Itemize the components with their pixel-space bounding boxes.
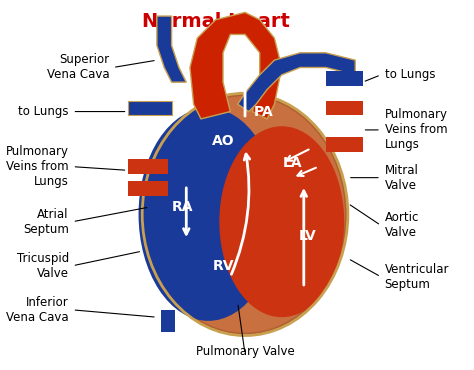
Text: Aortic
Valve: Aortic Valve xyxy=(384,211,419,239)
Text: Inferior
Vena Cava: Inferior Vena Cava xyxy=(6,296,69,324)
Text: Pulmonary
Veins from
Lungs: Pulmonary Veins from Lungs xyxy=(6,145,69,188)
Text: Superior
Vena Cava: Superior Vena Cava xyxy=(46,54,109,81)
Text: Tricuspid
Valve: Tricuspid Valve xyxy=(17,252,69,280)
Polygon shape xyxy=(157,16,186,82)
Text: Pulmonary Valve: Pulmonary Valve xyxy=(196,344,294,357)
Polygon shape xyxy=(326,101,363,115)
Text: LA: LA xyxy=(283,156,302,170)
Text: Ventricular
Septum: Ventricular Septum xyxy=(384,263,449,291)
Text: RA: RA xyxy=(172,200,193,214)
Polygon shape xyxy=(237,53,355,112)
Text: RV: RV xyxy=(212,259,234,273)
Polygon shape xyxy=(326,71,363,86)
Text: PA: PA xyxy=(254,105,273,118)
Polygon shape xyxy=(161,310,175,332)
Text: Normal Heart: Normal Heart xyxy=(142,13,290,31)
Text: Atrial
Septum: Atrial Septum xyxy=(23,208,69,236)
Ellipse shape xyxy=(138,108,278,321)
Text: to Lungs: to Lungs xyxy=(384,68,435,81)
Ellipse shape xyxy=(219,126,344,317)
Text: Pulmonary
Veins from
Lungs: Pulmonary Veins from Lungs xyxy=(384,108,447,151)
Polygon shape xyxy=(190,13,282,119)
Ellipse shape xyxy=(144,95,346,334)
Polygon shape xyxy=(128,181,168,196)
Text: LV: LV xyxy=(299,229,316,243)
Text: AO: AO xyxy=(212,134,234,148)
Polygon shape xyxy=(326,137,363,152)
Polygon shape xyxy=(128,159,168,174)
Text: to Lungs: to Lungs xyxy=(18,105,69,118)
Polygon shape xyxy=(128,101,172,115)
Text: Mitral
Valve: Mitral Valve xyxy=(384,164,419,192)
